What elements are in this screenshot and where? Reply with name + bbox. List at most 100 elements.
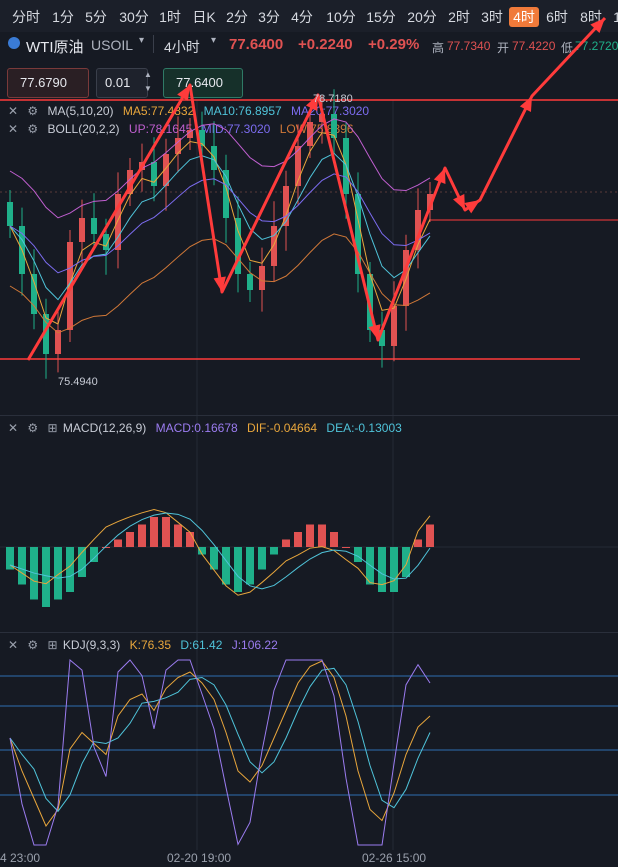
chevron-down-icon[interactable]: ▾ (139, 35, 145, 46)
macd-bar (102, 547, 110, 548)
candle (247, 274, 253, 290)
time-axis: 4 23:00 02-20 19:00 02-26 15:00 (0, 850, 618, 867)
arrow-head (305, 95, 318, 111)
buy-price-box[interactable]: 77.6400 (163, 68, 243, 98)
tab-3[interactable]: 30分 (119, 9, 149, 25)
tab-4[interactable]: 1时 (159, 9, 181, 25)
candle (7, 202, 13, 226)
ma20-line (9, 173, 431, 274)
pane-divider (0, 632, 618, 633)
expand-icon[interactable]: ⊞ (47, 421, 58, 435)
low-label: 低 (561, 41, 574, 55)
close-icon[interactable]: ✕ (8, 421, 19, 435)
kdj-chart[interactable] (0, 658, 618, 846)
tab-13[interactable]: 3时 (481, 9, 503, 25)
candle (235, 218, 241, 274)
sell-price-box[interactable]: 77.6790 (7, 68, 89, 98)
tab-0[interactable]: 分时 (12, 9, 40, 25)
ma5-line (9, 132, 431, 325)
macd-label: MACD(12,26,9) (62, 421, 147, 435)
candle (295, 146, 301, 186)
quantity-input[interactable]: 0.01 (96, 68, 148, 98)
macd-bar (90, 547, 98, 562)
macd-chart[interactable] (0, 508, 618, 607)
candle (31, 274, 37, 314)
tab-11[interactable]: 20分 (407, 9, 437, 25)
tab-8[interactable]: 4分 (291, 9, 313, 25)
chevron-down-icon[interactable]: ▾ (211, 35, 217, 46)
candle (163, 154, 169, 186)
tab-10[interactable]: 15分 (366, 9, 396, 25)
close-icon[interactable]: ✕ (8, 638, 19, 652)
tab-1[interactable]: 1分 (52, 9, 74, 25)
macd-bar (282, 539, 290, 547)
arrow-head (368, 324, 381, 340)
macd-bar (150, 517, 158, 547)
candle (127, 170, 133, 194)
price-change: +0.2240 (298, 36, 353, 53)
expand-icon[interactable]: ⊞ (47, 638, 58, 652)
price-change-pct: +0.29% (368, 36, 420, 53)
macd-bar (234, 547, 242, 592)
candle (259, 266, 265, 290)
close-icon[interactable]: ✕ (8, 104, 19, 118)
tab-14[interactable]: 4时 (509, 7, 539, 27)
macd-bar (354, 547, 362, 562)
macd-bar (18, 547, 26, 585)
macd-bar (6, 547, 14, 570)
macd-bar (378, 547, 386, 592)
tab-15[interactable]: 6时 (546, 9, 568, 25)
trend-arrow-path (26, 16, 607, 361)
candle (91, 218, 97, 234)
gear-icon[interactable]: ⚙ (27, 421, 39, 435)
symbol-bar: WTI原油 USOIL ▾ 4小时 ▾ 77.6400 +0.2240 +0.2… (0, 33, 618, 59)
gear-icon[interactable]: ⚙ (27, 122, 39, 136)
tab-9[interactable]: 10分 (326, 9, 356, 25)
macd-bar (210, 547, 218, 570)
candle (115, 194, 121, 250)
macd-bar (78, 547, 86, 577)
candle (355, 194, 361, 274)
candle (175, 138, 181, 154)
tab-2[interactable]: 5分 (85, 9, 107, 25)
macd-bar (66, 547, 74, 592)
gear-icon[interactable]: ⚙ (27, 104, 39, 118)
symbol-name[interactable]: WTI原油 (26, 39, 84, 56)
annotations (26, 16, 607, 361)
candle (187, 130, 193, 138)
candle (319, 114, 325, 122)
macd-bar (402, 547, 410, 577)
tab-5[interactable]: 日K (192, 9, 216, 25)
tab-16[interactable]: 8时 (580, 9, 602, 25)
macd-bar (174, 524, 182, 547)
close-icon[interactable]: ✕ (8, 122, 19, 136)
macd-bar (390, 547, 398, 592)
symbol-code[interactable]: USOIL (91, 37, 134, 53)
gear-icon[interactable]: ⚙ (27, 638, 39, 652)
k-line (9, 660, 431, 828)
arrow-head (177, 85, 190, 101)
price-chart[interactable] (0, 89, 618, 379)
candle (55, 330, 61, 354)
candle (103, 234, 109, 250)
k-value: K:76.35 (129, 638, 171, 652)
tab-17[interactable]: 1 (613, 9, 618, 25)
high-level-label: 78.7180 (313, 93, 353, 105)
macd-bar (318, 524, 326, 547)
time-label: 4 23:00 (0, 851, 41, 865)
candle (283, 186, 289, 226)
tab-7[interactable]: 3分 (258, 9, 280, 25)
ma10-value: MA10:76.8957 (203, 104, 282, 118)
candle (151, 162, 157, 186)
last-price: 77.6400 (229, 36, 284, 53)
time-label: 02-20 19:00 (167, 851, 232, 865)
dif-value: DIF:-0.04664 (247, 421, 318, 435)
candle (379, 330, 385, 346)
period-selector[interactable]: 4小时 (164, 39, 200, 55)
quantity-stepper[interactable]: ▲ ▼ (144, 70, 152, 93)
boll-mid-value: MID:77.3020 (201, 122, 271, 136)
macd-bar (414, 539, 422, 547)
pane-divider (0, 415, 618, 416)
tab-6[interactable]: 2分 (226, 9, 248, 25)
tab-12[interactable]: 2时 (448, 9, 470, 25)
